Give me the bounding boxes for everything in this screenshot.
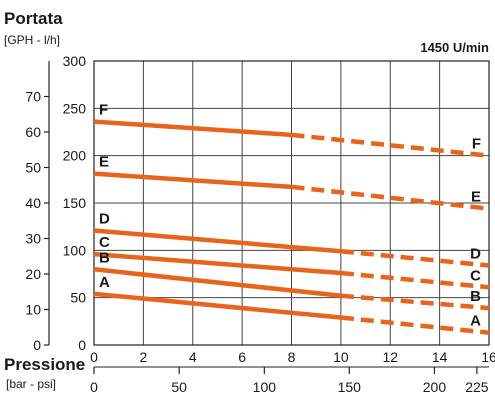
speed-label: 1450 U/min xyxy=(420,40,489,55)
y-gph-tick-label: 40 xyxy=(25,195,41,211)
x-bar-tick-label: 6 xyxy=(238,349,246,365)
x-bar-tick-label: 2 xyxy=(139,349,147,365)
series-line-solid xyxy=(93,291,342,320)
series-label-end: C xyxy=(470,267,481,284)
y-gph-tick-label: 0 xyxy=(33,337,41,353)
series-label-start: C xyxy=(99,234,110,251)
series-label-start: F xyxy=(99,102,108,119)
x-bar-tick-label: 14 xyxy=(432,349,448,365)
series-line-solid xyxy=(93,119,292,138)
y-gph-tick-label: 30 xyxy=(25,231,41,247)
x-psi-tick-label: 150 xyxy=(338,379,362,395)
x-psi-tick-label: 100 xyxy=(253,379,277,395)
y-gph-tick-label: 50 xyxy=(25,160,41,176)
series-line-dashed xyxy=(291,184,490,211)
series-line-solid xyxy=(93,171,292,190)
plot-frame xyxy=(93,60,490,346)
x-bar-tick-label: 16 xyxy=(481,349,495,365)
tick-layer: 0 2 4 6 8 10 12 14 16 0 50 100 150 200 250 300 0 10 20 30 40… xyxy=(25,53,495,395)
series-line-dashed xyxy=(291,132,490,158)
x-bar-tick-label: 12 xyxy=(382,349,398,365)
chart-title: Portata xyxy=(4,9,63,28)
series-line-solid xyxy=(93,228,342,254)
y-lh-tick-label: 200 xyxy=(63,148,87,164)
series-line-solid xyxy=(93,267,342,299)
y-gph-tick-label: 20 xyxy=(25,266,41,282)
y-lh-tick-label: 0 xyxy=(78,337,86,353)
series-line-dashed xyxy=(340,249,490,268)
x-bar-tick-label: 8 xyxy=(288,349,296,365)
x-bar-tick-label: 4 xyxy=(189,349,197,365)
x-psi-tick-label: 0 xyxy=(90,379,98,395)
x-unit-label: [bar - psi] xyxy=(6,377,56,391)
y-lh-tick-label: 250 xyxy=(63,100,87,116)
series-label-end: E xyxy=(471,189,481,206)
x-bar-tick-label: 0 xyxy=(90,349,98,365)
y-lh-tick-label: 50 xyxy=(70,290,86,306)
series-label-start: A xyxy=(99,274,110,291)
series-line-dashed xyxy=(340,270,490,290)
series-line-solid xyxy=(93,251,342,276)
series-label-start: E xyxy=(99,154,109,171)
x-psi-tick-label: 225 xyxy=(465,379,489,395)
series-label-end: A xyxy=(470,313,481,330)
series-label-start: D xyxy=(99,210,110,227)
series-label-end: F xyxy=(472,136,481,153)
x-psi-tick-label: 50 xyxy=(171,379,187,395)
series-line-dashed xyxy=(340,315,490,335)
y-lh-tick-label: 150 xyxy=(63,195,87,211)
y-gph-tick-label: 70 xyxy=(25,89,41,105)
y-gph-tick-label: 60 xyxy=(25,124,41,140)
series-label-end: B xyxy=(470,288,481,305)
series-label-end: D xyxy=(470,245,481,262)
y-lh-tick-label: 100 xyxy=(63,242,87,258)
x-axis-title: Pressione xyxy=(4,355,85,374)
series-label-start: B xyxy=(99,249,110,266)
y-gph-tick-label: 10 xyxy=(25,302,41,318)
x-psi-tick-label: 200 xyxy=(423,379,447,395)
y-lh-tick-label: 300 xyxy=(63,53,87,69)
series-line-dashed xyxy=(340,293,490,311)
y-unit-label: [GPH - l/h] xyxy=(4,33,60,47)
x-bar-tick-label: 10 xyxy=(333,349,349,365)
